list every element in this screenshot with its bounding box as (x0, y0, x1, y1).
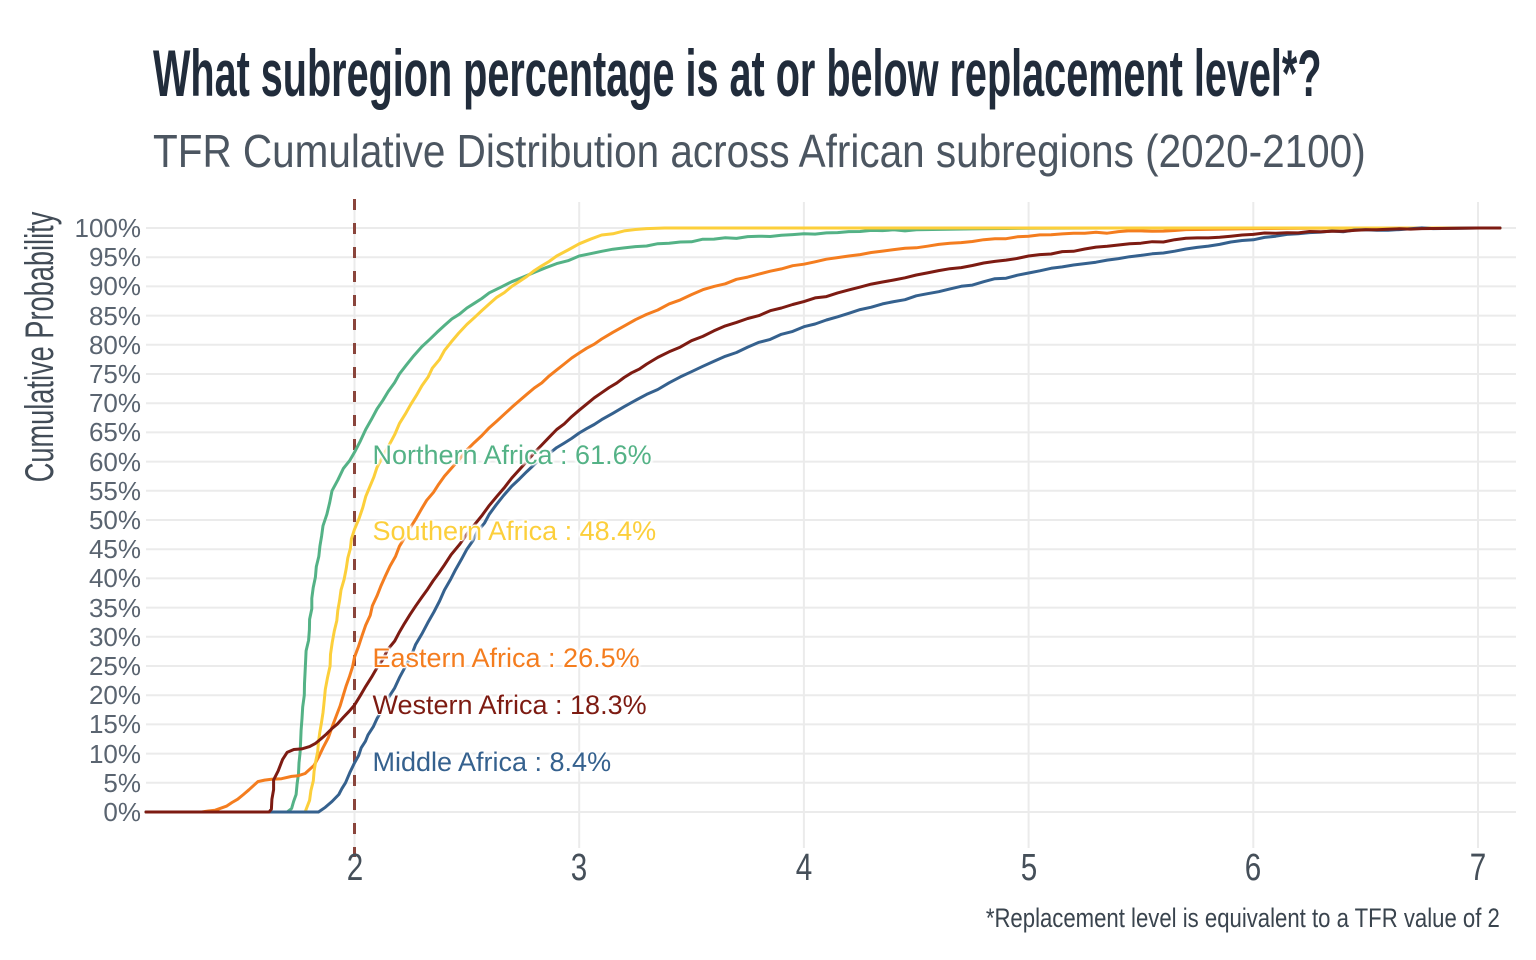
y-tick-label-25: 25% (88, 651, 141, 681)
y-tick-label-0: 0% (103, 797, 141, 827)
y-tick-label-35: 35% (88, 592, 141, 623)
series-label-southern-africa-: Southern Africa : 48.4% (372, 515, 657, 546)
y-tick-label-65: 65% (88, 417, 141, 448)
gridlines (146, 202, 1516, 848)
y-tick-label-100: 100% (74, 213, 142, 243)
curve-southern-africa (144, 226, 1502, 814)
y-tick-label-10: 10% (88, 738, 141, 769)
y-tick-label-75: 75% (88, 359, 141, 389)
x-tick-label-5: 5 (1020, 847, 1037, 889)
y-tick-label-95: 95% (88, 242, 141, 273)
y-tick-label-60: 60% (88, 446, 141, 477)
footnote: *Replacement level is equivalent to a TF… (985, 903, 1500, 933)
curve-eastern-africa (144, 226, 1502, 814)
y-tick-label-55: 55% (88, 475, 141, 506)
y-tick-label-5: 5% (103, 767, 141, 798)
page-title: What subregion percentage is at or below… (153, 36, 1322, 110)
series-label-western-africa-: Western Africa : 18.3% (372, 690, 647, 721)
y-tick-label-90: 90% (88, 271, 141, 302)
curve-northern-africa (144, 226, 1502, 814)
x-tick-label-2: 2 (346, 847, 363, 889)
y-tick-label-80: 80% (88, 329, 141, 360)
cdf-curves (144, 226, 1502, 814)
y-tick-label-50: 50% (88, 505, 141, 535)
curve-middle-africa (144, 226, 1502, 814)
series-label-eastern-africa-: Eastern Africa : 26.5% (372, 642, 640, 673)
y-tick-label-20: 20% (88, 680, 141, 711)
page-subtitle: TFR Cumulative Distribution across Afric… (153, 125, 1366, 177)
y-tick-label-40: 40% (88, 563, 141, 594)
y-tick-label-45: 45% (88, 534, 141, 565)
series-label-middle-africa-: Middle Africa : 8.4% (372, 747, 612, 778)
x-tick-label-6: 6 (1245, 847, 1262, 889)
y-tick-label-70: 70% (88, 388, 141, 419)
y-tick-label-15: 15% (88, 709, 141, 740)
x-tick-label-4: 4 (795, 847, 813, 889)
x-tick-label-7: 7 (1469, 847, 1487, 889)
y-tick-label-85: 85% (88, 300, 141, 331)
x-tick-label-3: 3 (570, 847, 588, 889)
curve-western-africa (144, 226, 1502, 814)
y-tick-label-30: 30% (88, 621, 141, 652)
series-label-northern-africa-: Northern Africa : 61.6% (372, 439, 652, 470)
